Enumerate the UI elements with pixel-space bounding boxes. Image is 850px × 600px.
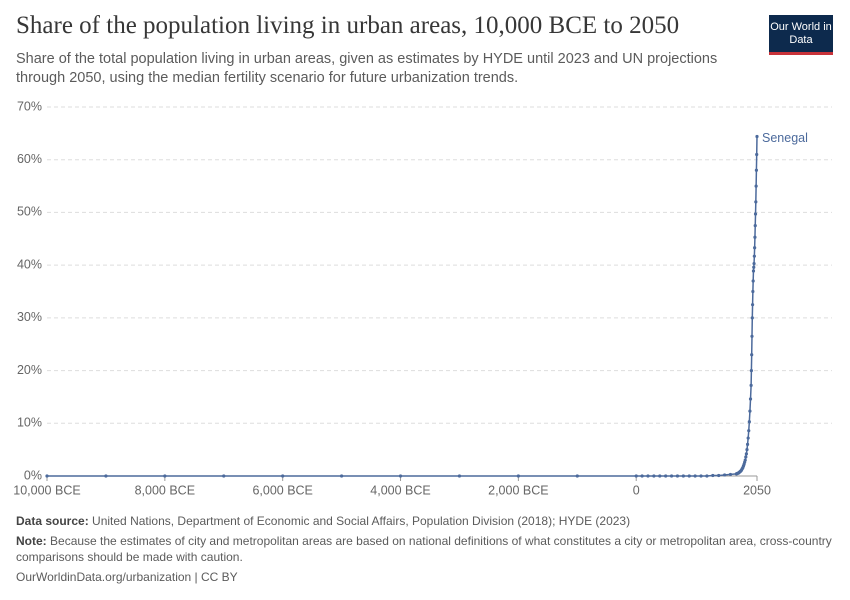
data-point bbox=[693, 474, 697, 478]
data-point bbox=[755, 134, 759, 139]
data-point bbox=[744, 455, 748, 459]
data-point bbox=[722, 473, 727, 477]
data-point bbox=[749, 383, 753, 387]
data-point bbox=[753, 224, 757, 228]
note-text: Because the estimates of city and metrop… bbox=[16, 534, 832, 564]
x-tick-label: 0 bbox=[633, 483, 640, 497]
data-point bbox=[751, 279, 755, 283]
y-tick-label: 60% bbox=[17, 152, 42, 166]
data-point bbox=[728, 472, 733, 477]
x-tick-label: 10,000 BCE bbox=[13, 483, 80, 497]
data-point bbox=[745, 448, 749, 452]
data-point bbox=[658, 474, 662, 478]
data-point bbox=[748, 397, 753, 401]
data-point bbox=[705, 474, 709, 478]
data-point bbox=[750, 316, 754, 320]
data-point bbox=[398, 474, 403, 478]
data-point bbox=[664, 474, 668, 478]
source-text: United Nations, Department of Economic a… bbox=[92, 514, 631, 528]
y-tick-label: 40% bbox=[17, 257, 42, 271]
data-point bbox=[45, 474, 49, 478]
data-point bbox=[457, 474, 462, 478]
series-line bbox=[47, 136, 758, 477]
data-point bbox=[744, 452, 748, 456]
x-tick-label: 2050 bbox=[743, 483, 771, 497]
footer: Data source: United Nations, Department … bbox=[16, 513, 836, 589]
data-point bbox=[717, 473, 721, 478]
data-point bbox=[748, 409, 752, 413]
data-point bbox=[222, 474, 226, 478]
logo[interactable]: Our World in Data bbox=[769, 15, 833, 55]
data-point bbox=[750, 353, 754, 357]
chart-subtitle: Share of the total population living in … bbox=[16, 51, 718, 86]
data-point bbox=[754, 200, 758, 204]
data-point bbox=[753, 212, 758, 216]
source-label: Data source: bbox=[16, 514, 89, 528]
data-point bbox=[747, 429, 751, 433]
data-point bbox=[687, 474, 691, 478]
y-tick-label: 30% bbox=[17, 310, 42, 324]
data-point bbox=[754, 168, 759, 172]
x-tick-label: 4,000 BCE bbox=[370, 483, 430, 497]
x-tick-label: 2,000 BCE bbox=[488, 483, 548, 497]
data-point bbox=[634, 474, 638, 478]
data-point bbox=[752, 261, 756, 266]
data-point bbox=[746, 436, 750, 440]
note-label: Note: bbox=[16, 534, 47, 548]
y-tick-label: 10% bbox=[17, 416, 42, 430]
x-tick-label: 6,000 BCE bbox=[252, 483, 312, 497]
data-point bbox=[753, 246, 757, 250]
y-tick-label: 0% bbox=[24, 468, 42, 482]
data-point bbox=[752, 254, 756, 258]
data-point bbox=[745, 442, 750, 446]
data-point bbox=[646, 474, 650, 478]
data-point bbox=[751, 289, 755, 294]
data-point bbox=[281, 474, 285, 478]
data-point bbox=[104, 474, 108, 478]
data-point bbox=[749, 368, 754, 373]
x-tick-label: 8,000 BCE bbox=[135, 483, 195, 497]
data-point bbox=[163, 474, 167, 478]
data-point bbox=[675, 474, 680, 478]
data-point bbox=[652, 474, 656, 478]
note: Note: Because the estimates of city and … bbox=[16, 533, 836, 565]
data-point bbox=[750, 303, 755, 307]
credit[interactable]: OurWorldinData.org/urbanization | CC BY bbox=[16, 570, 238, 584]
data-point bbox=[747, 420, 751, 424]
y-tick-label: 20% bbox=[17, 363, 42, 377]
data-point bbox=[755, 152, 759, 157]
data-point bbox=[516, 474, 520, 478]
data-point bbox=[575, 474, 579, 478]
data-point bbox=[743, 458, 747, 462]
data-point bbox=[340, 474, 344, 478]
data-point bbox=[752, 265, 756, 269]
series-label: Senegal bbox=[762, 131, 808, 145]
data-point bbox=[754, 184, 758, 188]
y-tick-label: 70% bbox=[17, 99, 42, 113]
chart-title: Share of the population living in urban … bbox=[16, 12, 680, 39]
data-point bbox=[699, 474, 703, 478]
data-point bbox=[681, 474, 685, 478]
chart: 0% 10% 20% 30% 40% 50% 60% 70% 10,000 BCE 8,000 B… bbox=[13, 99, 832, 497]
data-point bbox=[753, 235, 757, 239]
data-point bbox=[640, 474, 644, 478]
y-tick-label: 50% bbox=[17, 205, 42, 219]
source: Data source: United Nations, Department … bbox=[16, 513, 836, 529]
data-point bbox=[669, 474, 674, 478]
data-point bbox=[750, 334, 754, 338]
data-point bbox=[751, 269, 756, 273]
data-point bbox=[711, 473, 715, 478]
